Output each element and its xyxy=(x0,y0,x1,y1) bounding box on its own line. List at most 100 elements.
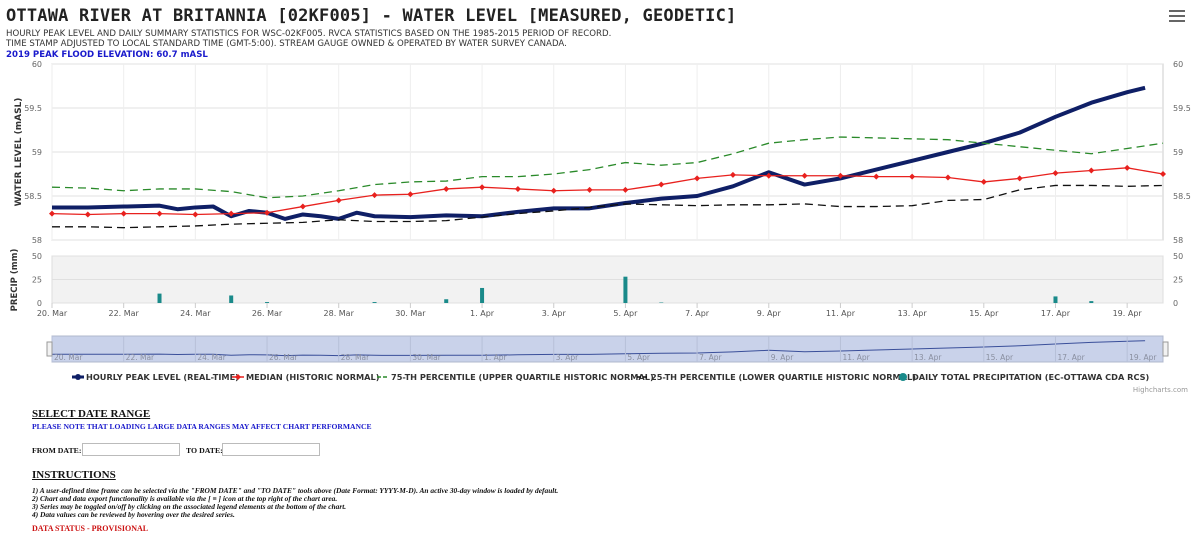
instruction-item: 3) Series may be toggled on/off by click… xyxy=(32,502,347,511)
y-tick-label-right: 59.5 xyxy=(1173,104,1191,113)
peak-flood-note: 2019 PEAK FLOOD ELEVATION: 60.7 mASL xyxy=(6,50,208,60)
navigator-label: 24. Mar xyxy=(197,353,226,362)
median-point xyxy=(980,178,987,185)
precip-bar xyxy=(1089,301,1094,303)
legend-item-1[interactable]: MEDIAN (HISTORIC NORMAL) xyxy=(232,372,380,382)
precip-tick-label-right: 0 xyxy=(1173,299,1178,308)
median-point xyxy=(873,173,880,180)
series-line-2 xyxy=(51,136,1164,199)
main-grid xyxy=(51,63,1164,241)
median-point xyxy=(658,181,665,188)
median-point xyxy=(729,171,736,178)
x-tick-label: 5. Apr xyxy=(613,309,638,318)
legend[interactable]: HOURLY PEAK LEVEL (REAL-TIME) MEDIAN (HIS… xyxy=(72,372,1150,382)
median-point xyxy=(1160,171,1166,177)
x-tick-label: 13. Apr xyxy=(898,309,928,318)
instruction-item: 4) Data values can be reviewed by hoveri… xyxy=(32,510,235,519)
precip-bar xyxy=(372,302,377,303)
data-status: DATA STATUS - PROVISIONAL xyxy=(32,524,149,533)
median-point xyxy=(264,209,271,216)
navigator-handle-left xyxy=(46,341,53,357)
instruction-item: 1) A user-defined time frame can be sele… xyxy=(32,486,559,495)
median-point xyxy=(1124,164,1131,171)
navigator-label: 3. Apr xyxy=(556,353,579,362)
performance-note: PLEASE NOTE THAT LOADING LARGE DATA RANG… xyxy=(32,422,372,431)
median-point xyxy=(909,173,916,180)
y-tick-label: 58.5 xyxy=(24,192,42,201)
median-point xyxy=(944,174,951,181)
y-tick-label: 59.5 xyxy=(24,104,42,113)
to-date-input[interactable] xyxy=(222,443,320,456)
select-date-range-heading: SELECT DATE RANGE xyxy=(32,408,151,420)
precip-tick-label-right: 50 xyxy=(1173,252,1183,261)
precip-bar xyxy=(229,295,234,303)
median-point xyxy=(550,187,557,194)
navigator-label: 1. Apr xyxy=(484,353,507,362)
legend-label: 75-TH PERCENTILE (UPPER QUARTILE HISTORI… xyxy=(391,372,654,382)
credits[interactable]: Highcharts.com xyxy=(1132,386,1188,394)
legend-label: 25-TH PERCENTILE (LOWER QUARTILE HISTORI… xyxy=(651,372,916,382)
navigator-label: 9. Apr xyxy=(771,353,794,362)
precip-tick-label-right: 25 xyxy=(1173,276,1183,285)
median-point xyxy=(801,172,808,179)
chart-subtitle-line-1: HOURLY PEAK LEVEL AND DAILY SUMMARY STAT… xyxy=(6,29,612,39)
navigator-label: 20. Mar xyxy=(54,353,83,362)
legend-label: HOURLY PEAK LEVEL (REAL-TIME) xyxy=(86,372,239,382)
export-menu-button[interactable] xyxy=(1165,6,1189,26)
median-point xyxy=(622,186,629,193)
hamburger-icon xyxy=(1169,10,1185,12)
median-point xyxy=(694,175,701,182)
legend-label: MEDIAN (HISTORIC NORMAL) xyxy=(246,372,380,382)
median-point xyxy=(228,210,235,217)
y-axis-title: WATER LEVEL (mASL) xyxy=(14,98,24,207)
navigator[interactable]: 20. Mar 22. Mar 24. Mar 26. Mar 28. Mar 30. M… xyxy=(46,335,1169,363)
x-tick-label: 19. Apr xyxy=(1113,309,1143,318)
precip-bar xyxy=(157,293,162,303)
median-point xyxy=(765,172,772,179)
navigator-label: 26. Mar xyxy=(269,353,298,362)
navigator-label: 17. Apr xyxy=(1057,353,1085,362)
from-date-input[interactable] xyxy=(82,443,180,456)
median-point xyxy=(407,191,414,198)
median-point xyxy=(49,210,55,217)
x-tick-label: 24. Mar xyxy=(180,309,211,318)
y-tick-label-right: 60 xyxy=(1173,60,1183,69)
legend-item-0[interactable]: HOURLY PEAK LEVEL (REAL-TIME) xyxy=(72,372,239,382)
median-point xyxy=(192,211,199,218)
y-tick-label: 60 xyxy=(32,60,42,69)
precip-bar xyxy=(265,302,270,303)
precip-bar xyxy=(444,299,449,303)
legend-item-2[interactable]: 75-TH PERCENTILE (UPPER QUARTILE HISTORI… xyxy=(377,372,654,382)
navigator-label: 13. Apr xyxy=(914,353,942,362)
median-point xyxy=(299,203,306,210)
x-tick-label: 22. Mar xyxy=(108,309,139,318)
axis-labels: 58 58 58.5 58.5 59 59 59.5 59.5 60 60 WATER LEVEL … xyxy=(10,60,1191,318)
y-tick-label-right: 58 xyxy=(1173,236,1183,245)
x-tick-label: 1. Apr xyxy=(470,309,495,318)
instruction-item: 2) Chart and data export functionality i… xyxy=(32,494,338,503)
navigator-handle-right xyxy=(1162,341,1169,357)
hamburger-icon-bar xyxy=(1169,20,1185,22)
series-layer xyxy=(49,85,1166,229)
legend-item-4[interactable]: DAILY TOTAL PRECIPITATION (EC-OTTAWA CDA… xyxy=(899,372,1150,382)
median-point xyxy=(120,210,127,217)
legend-item-3[interactable]: 25-TH PERCENTILE (LOWER QUARTILE HISTORI… xyxy=(637,372,916,382)
median-point xyxy=(1052,170,1059,177)
median-point xyxy=(335,197,342,204)
navigator-label: 19. Apr xyxy=(1129,353,1157,362)
precip-bars xyxy=(157,276,1094,303)
median-point xyxy=(84,211,91,218)
median-point xyxy=(479,184,486,191)
series-line-3 xyxy=(52,184,1164,229)
median-point xyxy=(1088,167,1095,174)
hamburger-icon-bar xyxy=(1169,15,1185,17)
instructions-heading: INSTRUCTIONS xyxy=(32,469,116,481)
precip-tick-label: 25 xyxy=(32,276,42,285)
chart-title: OTTAWA RIVER AT BRITANNIA [02KF005] - WA… xyxy=(6,6,737,26)
x-tick-label: 20. Mar xyxy=(37,309,68,318)
precip-bar xyxy=(480,287,485,303)
legend-marker xyxy=(75,374,81,380)
x-tick-label: 30. Mar xyxy=(395,309,426,318)
x-tick-label: 3. Apr xyxy=(542,309,567,318)
y-tick-label: 59 xyxy=(32,148,42,157)
